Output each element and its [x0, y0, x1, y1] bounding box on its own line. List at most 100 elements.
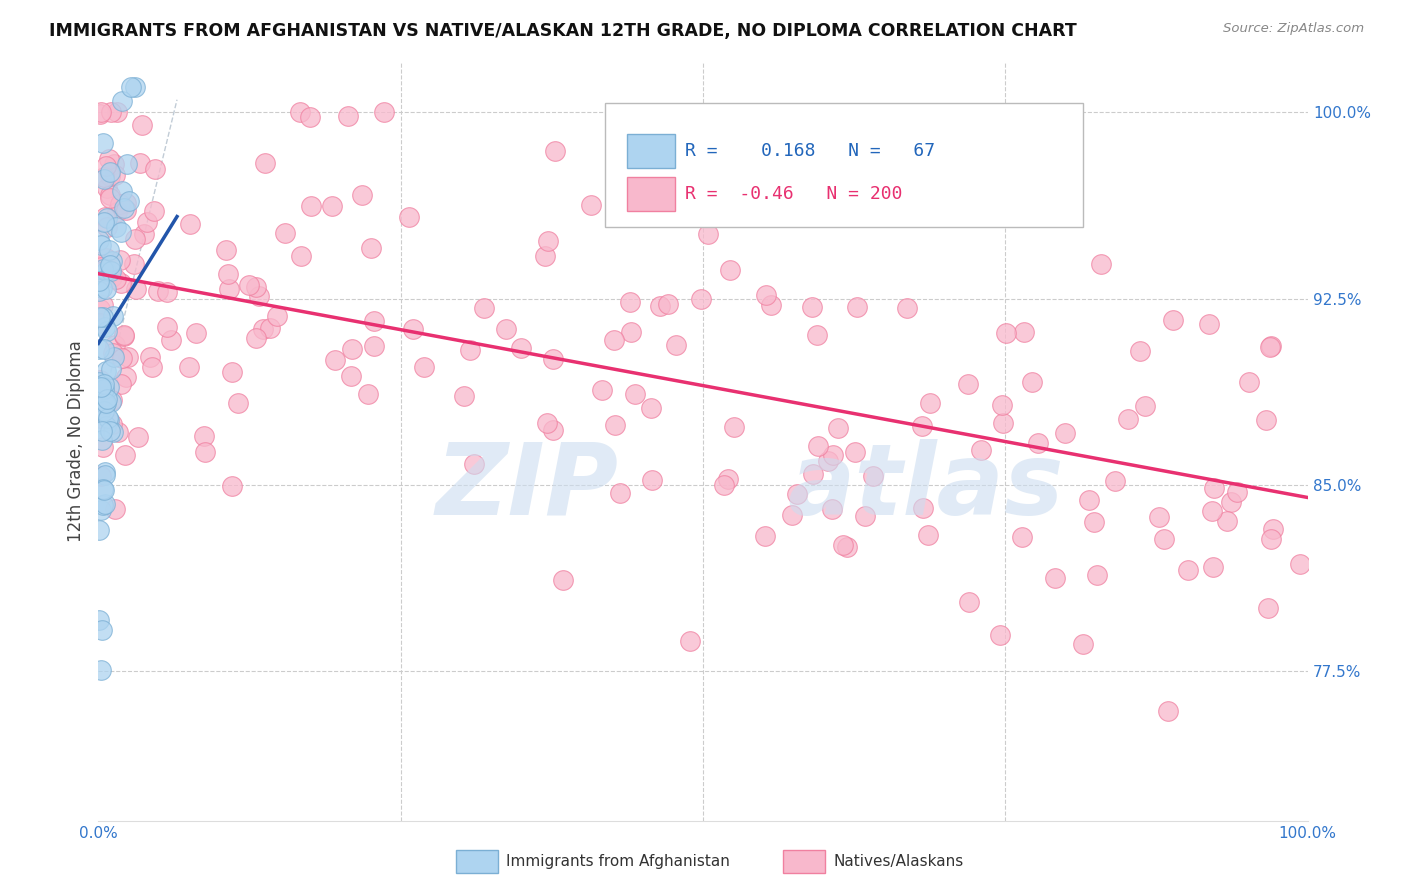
Point — [1011, 530, 1033, 544]
Point — [91, 623, 114, 637]
Point — [110, 276, 132, 290]
Point — [299, 110, 322, 124]
Point — [1085, 567, 1108, 582]
Point — [91, 483, 114, 497]
Point — [94, 468, 117, 483]
Point — [1201, 503, 1223, 517]
Point — [337, 109, 360, 123]
Point — [98, 188, 121, 202]
Point — [110, 225, 132, 239]
Point — [89, 373, 111, 387]
Point — [179, 217, 201, 231]
Point — [537, 234, 560, 248]
Point — [93, 170, 115, 185]
Point — [105, 205, 128, 219]
Point — [259, 320, 281, 334]
Point — [101, 253, 124, 268]
Point — [689, 292, 711, 306]
Point — [1147, 510, 1170, 524]
Point — [101, 425, 124, 439]
Point — [862, 469, 884, 483]
Point — [245, 331, 267, 345]
Point — [101, 346, 124, 360]
Point — [619, 295, 641, 310]
Point — [679, 634, 702, 648]
Point — [373, 105, 395, 120]
Point — [104, 168, 127, 182]
Point — [641, 473, 664, 487]
Point — [111, 351, 134, 365]
Point — [1133, 399, 1156, 413]
Point — [104, 501, 127, 516]
Point — [117, 157, 139, 171]
Point — [290, 105, 312, 120]
Point — [115, 203, 138, 218]
Point — [104, 337, 127, 351]
Point — [97, 152, 120, 166]
Point — [94, 211, 117, 225]
Point — [177, 360, 200, 375]
Point — [134, 227, 156, 242]
Point — [112, 327, 135, 342]
Point — [89, 106, 111, 120]
Point — [94, 364, 117, 378]
Point — [591, 383, 613, 397]
Point — [609, 486, 631, 500]
Point — [122, 257, 145, 271]
Point — [101, 310, 124, 324]
Point — [90, 402, 112, 417]
Point — [1071, 636, 1094, 650]
Point — [90, 281, 112, 295]
Point — [1077, 492, 1099, 507]
Point — [131, 118, 153, 132]
Point — [339, 368, 361, 383]
Point — [105, 105, 128, 120]
Text: Immigrants from Afghanistan: Immigrants from Afghanistan — [506, 855, 730, 869]
Point — [717, 472, 740, 486]
Point — [991, 416, 1014, 430]
Point — [1260, 533, 1282, 547]
Point — [759, 298, 782, 312]
Point — [124, 232, 146, 246]
Point — [363, 314, 385, 328]
Point — [114, 448, 136, 462]
Point — [136, 215, 159, 229]
Point — [108, 252, 131, 267]
Point — [98, 169, 121, 183]
Point — [252, 322, 274, 336]
Point — [90, 469, 112, 483]
Point — [301, 199, 323, 213]
Point — [801, 300, 824, 314]
Point — [89, 284, 111, 298]
Point — [1237, 375, 1260, 389]
Text: Natives/Alaskans: Natives/Alaskans — [834, 855, 965, 869]
Point — [93, 404, 115, 418]
Point — [96, 211, 118, 226]
Point — [238, 278, 260, 293]
Point — [105, 272, 128, 286]
Point — [96, 392, 118, 407]
Point — [603, 333, 626, 347]
Point — [363, 339, 385, 353]
Point — [98, 165, 121, 179]
Point — [90, 503, 112, 517]
Point — [463, 457, 485, 471]
Point — [100, 259, 122, 273]
Point — [1256, 413, 1278, 427]
Point — [110, 376, 132, 391]
Point — [93, 319, 115, 334]
Point — [127, 430, 149, 444]
Point — [1202, 560, 1225, 574]
Point — [350, 188, 373, 202]
Point — [90, 433, 112, 447]
Point — [146, 284, 169, 298]
Point — [1012, 325, 1035, 339]
Point — [90, 380, 112, 394]
Point — [806, 327, 828, 342]
Point — [290, 250, 312, 264]
Point — [143, 162, 166, 177]
Point — [402, 322, 425, 336]
Point — [100, 362, 122, 376]
Point — [94, 466, 117, 480]
Point — [541, 423, 564, 437]
